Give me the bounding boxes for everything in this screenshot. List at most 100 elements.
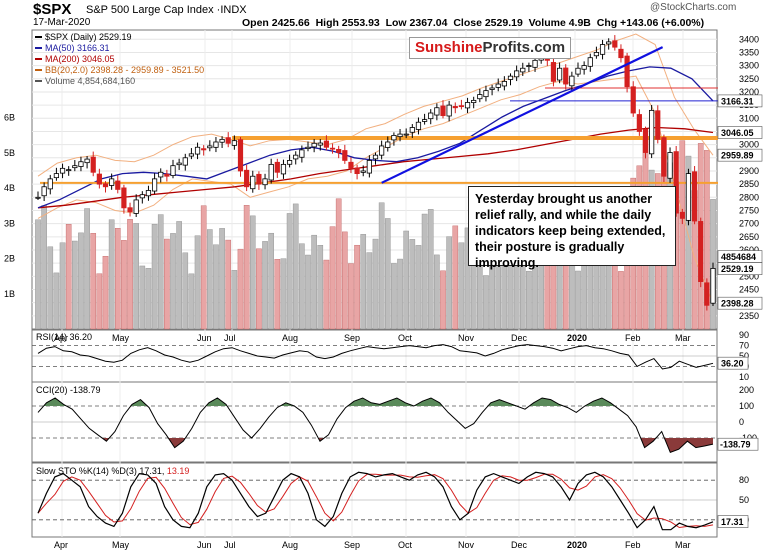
volume-bar [446,236,452,330]
candle-body [256,173,262,185]
volume-bar [704,150,710,330]
candle-body [133,199,139,214]
volume-bar [188,273,195,330]
candle-body [379,145,385,156]
candle-body [679,211,685,219]
candle-body [237,139,244,172]
volume-bar [575,270,581,330]
candle-body [96,173,102,185]
candle-body [225,137,231,144]
cci-line [37,397,714,454]
brand-logo[interactable]: SunshineProfits.com [409,37,572,59]
month-label: Feb [625,333,641,343]
volume-bar [299,243,305,330]
candle-body [280,163,287,175]
volume-bar [618,271,624,330]
month-label: May [112,333,130,343]
volume-bar [96,273,103,330]
candle-body [158,171,164,178]
candle-body [630,86,636,114]
price-tick-label: 3000 [739,140,759,150]
cci-oversold-fill [38,438,713,453]
candle-body [477,94,483,100]
candle-body [127,207,133,213]
price-tick-label: 2450 [739,284,759,294]
candle-body [311,142,317,148]
volume-bar [225,239,232,330]
month-label-bottom: Oct [398,540,413,550]
volume-bar [483,275,489,330]
candle-body [421,119,428,122]
month-label-bottom: Apr [54,540,68,550]
month-label: 2020 [567,333,587,343]
volume-bar [421,213,428,330]
candle-body [446,104,452,117]
volume-bar [532,261,538,330]
candle-body [188,153,195,157]
cci-value-flag [717,437,759,451]
sto-k-line [37,471,714,531]
candle-body [624,55,630,88]
volume-bar [268,232,274,330]
volume-bar [311,234,317,330]
price-tick-label: 2900 [739,166,759,176]
price-tick-label: 3250 [739,74,759,84]
volume-bar [434,254,440,330]
volume-bar [249,215,256,330]
month-label-bottom: Nov [458,540,475,550]
candle-body [649,109,655,155]
candle-body [84,158,90,164]
candle-body [121,187,127,209]
annotation-callout: Yesterday brought us another relief rall… [468,186,676,270]
price-tick-label: 3400 [739,34,759,44]
cci-tick-label: 100 [739,401,754,411]
candle-body [59,167,66,174]
volume-value: Volume 4.9B [528,17,591,29]
sto-title: Slow STO %K(14) %D(3) 17.31, 13.19 [36,466,189,476]
candle-body [164,173,170,177]
sto-d-text: 13.19 [167,466,190,476]
copyright: @StockCharts.com [650,2,737,13]
month-label: Aug [282,333,298,343]
volume-bar [366,252,373,330]
open-value: Open 2425.66 [242,17,310,29]
candle-body [102,183,109,188]
candle-body [483,90,489,98]
volume-bar [231,270,238,330]
candle-body [354,167,360,174]
price-tick-label: 3200 [739,87,759,97]
candle-body [526,65,532,68]
candle-body [323,140,330,148]
volume-axis-label: 4B [4,183,15,193]
volume-bar [427,209,434,330]
month-label: Apr [54,333,68,343]
candle-body [366,160,372,174]
volume-axis-label: 5B [4,148,15,158]
candle-body [372,154,379,160]
candle-body [194,146,201,155]
candle-body [213,141,219,148]
candle-body [563,67,569,85]
candle-body [231,140,237,146]
brand-part2: Profits.com [482,39,566,56]
rsi-value-label: 36.20 [721,359,744,369]
volume-bar [526,270,532,330]
candle-body [599,44,606,55]
month-label: Nov [458,333,475,343]
chart-symbol: $SPX [33,1,72,18]
brand-part1: Sunshine [415,39,483,56]
volume-bar [569,259,575,330]
volume-bar [237,248,244,330]
candle-body [593,52,600,57]
volume-bar [452,225,459,330]
exchange: INDX [220,4,247,16]
volume-bar [194,235,201,330]
volume-bar [151,223,158,330]
candle-body [698,221,704,282]
legend-spx: $SPX (Daily) 2529.19 [45,32,132,42]
volume-bar [679,140,686,330]
candle-body [685,173,692,221]
chart-date: 17-Mar-2020 [33,17,91,28]
volume-bar [286,213,293,330]
candle-body [170,165,176,176]
